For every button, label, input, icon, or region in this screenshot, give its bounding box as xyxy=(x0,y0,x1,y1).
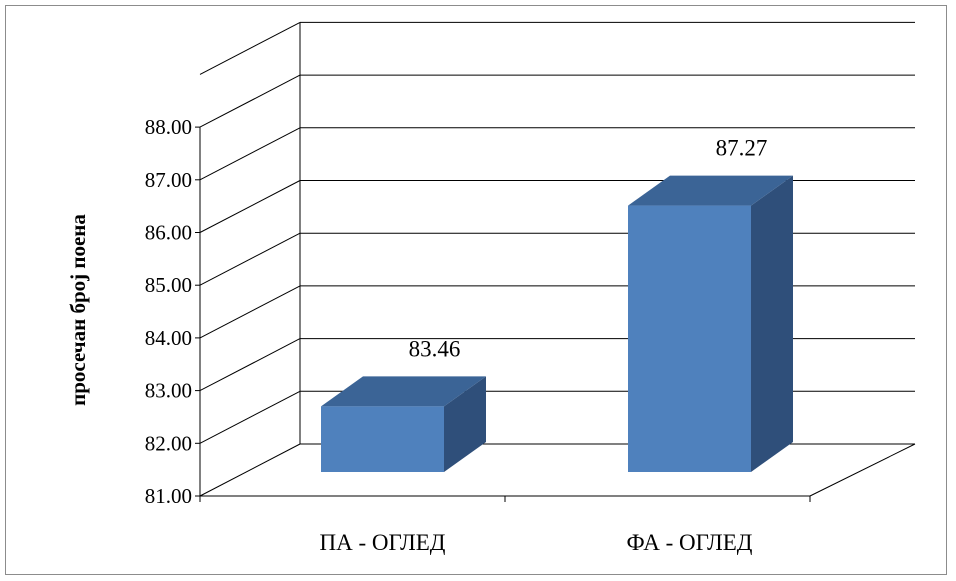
category-label: ПА - ОГЛЕД xyxy=(320,530,446,555)
floor-right-edge xyxy=(809,443,916,497)
y-tick-label: 88.00 xyxy=(145,115,192,139)
value-axis: 81.00 82.00 83.00 84.00 85.00 86.00 87.00 88.00 xyxy=(145,115,811,508)
gridline-side xyxy=(199,285,301,339)
bar-top xyxy=(321,376,486,407)
bars xyxy=(321,175,793,473)
data-label: 87.27 xyxy=(716,136,768,161)
bar-side xyxy=(751,175,793,473)
gridline-side xyxy=(199,232,301,286)
bar-side xyxy=(444,376,486,472)
data-label: 83.46 xyxy=(409,336,461,361)
category-label: ФА - ОГЛЕД xyxy=(626,530,752,555)
y-tick-label: 85.00 xyxy=(145,273,192,297)
gridline-side xyxy=(199,180,301,233)
y-tick-label: 87.00 xyxy=(145,168,192,192)
bar-front xyxy=(628,205,751,473)
y-tick-label: 81.00 xyxy=(145,484,192,508)
y-tick-label: 83.00 xyxy=(145,379,192,403)
y-axis-title: просечан број поена xyxy=(66,214,90,406)
bar-top xyxy=(628,175,793,206)
gridlines xyxy=(199,21,916,497)
gridline-side xyxy=(199,390,301,444)
y-tick-label: 86.00 xyxy=(145,221,192,245)
gridline-side xyxy=(199,338,301,392)
bar-front xyxy=(321,406,444,472)
labels: 83.46 ПА - ОГЛЕД 87.27 ФА - ОГЛЕД xyxy=(320,136,768,555)
bar xyxy=(321,376,486,472)
bar xyxy=(628,175,793,473)
gridline-side xyxy=(199,127,301,181)
gridline-side xyxy=(199,443,301,497)
y-tick-label: 82.00 xyxy=(145,431,192,455)
gridline-side xyxy=(199,21,301,75)
gridline-side xyxy=(199,74,301,128)
y-tick-label: 84.00 xyxy=(145,326,192,350)
